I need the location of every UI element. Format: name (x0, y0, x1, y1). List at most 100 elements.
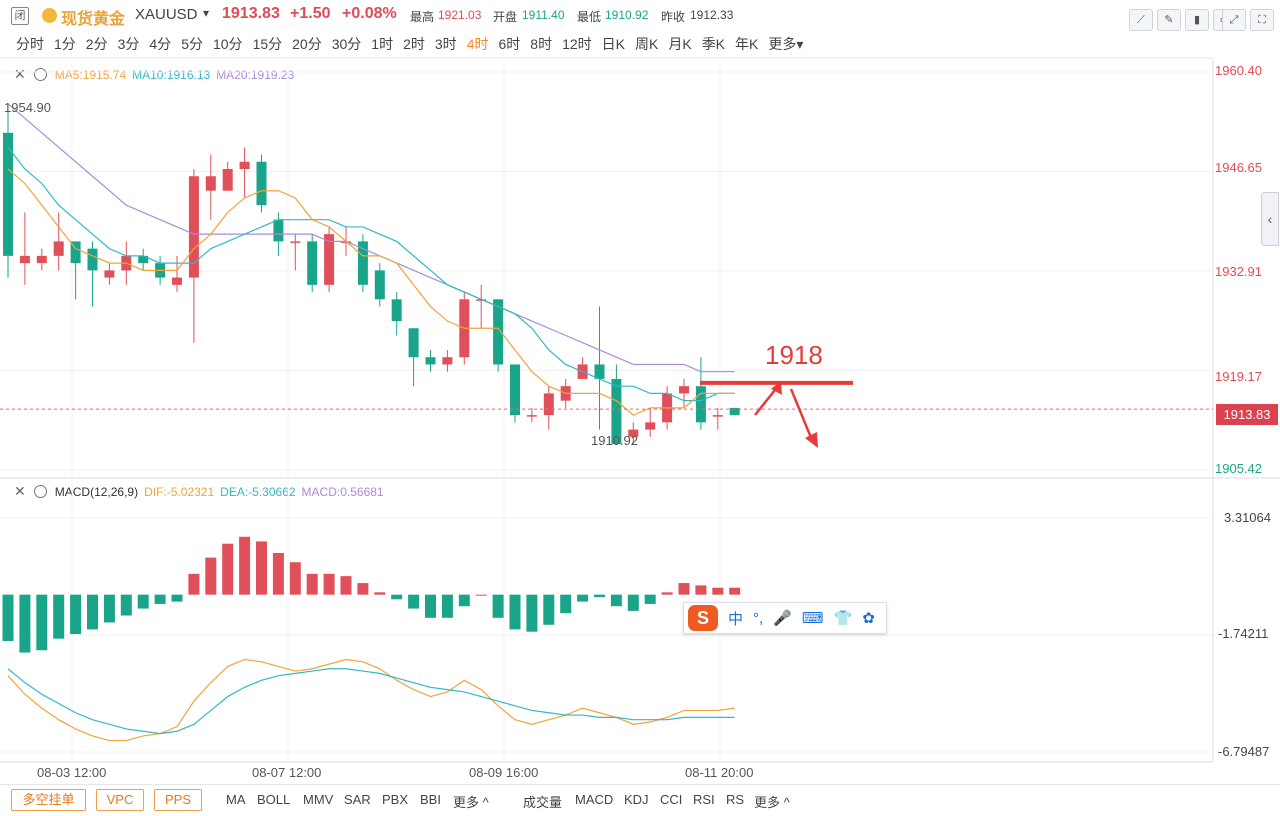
candle-body (510, 364, 520, 416)
microphone-icon[interactable]: 🎤 (773, 610, 792, 627)
period-tab[interactable]: 4分 (149, 36, 172, 52)
macd-bar (610, 594, 622, 607)
period-tab[interactable]: 2分 (85, 36, 108, 52)
x-tick: 08-11 20:00 (685, 765, 754, 780)
period-tab[interactable]: 1时 (371, 36, 394, 52)
macd-bar (53, 594, 65, 639)
indicator-rsi[interactable]: RSI (693, 792, 715, 807)
open-label: 开盘 (493, 10, 518, 24)
price-change: +1.50 (290, 5, 331, 22)
period-tab[interactable]: 日K (601, 36, 625, 52)
candle-body (307, 241, 318, 285)
ime-chinese-mode[interactable]: 中 (728, 610, 744, 628)
ime-punct-icon[interactable]: °, (753, 609, 764, 627)
candle-body (357, 241, 368, 285)
symbol-dropdown-icon[interactable]: ▾ (203, 6, 210, 20)
indicator-bbi[interactable]: BBI (420, 792, 441, 807)
candle-body (3, 132, 13, 256)
macd-bar (661, 592, 673, 595)
period-tab[interactable]: 8时 (530, 36, 553, 52)
period-tab[interactable]: 年K (735, 36, 759, 52)
period-tab[interactable]: 6时 (498, 36, 521, 52)
indicator-boll[interactable]: BOLL (257, 792, 291, 807)
indicator-pbx[interactable]: PBX (382, 792, 409, 807)
line-tool-icon[interactable]: ⟋ (1129, 9, 1153, 31)
macd-bar (729, 587, 741, 595)
indicator-cci[interactable]: CCI (660, 792, 683, 807)
ime-toolbar[interactable]: S 中 °, 🎤 ⌨ 👕 ✿ (683, 602, 887, 634)
period-tab[interactable]: 分时 (16, 36, 44, 52)
candle-body (290, 241, 301, 243)
close-ma-icon[interactable]: ✕ (14, 66, 26, 82)
period-tab[interactable]: 2时 (403, 36, 425, 52)
macd-settings-icon[interactable] (33, 485, 47, 498)
candle-icon[interactable]: ▮ (1185, 9, 1209, 31)
more-sub-indicators[interactable]: 更多 ^ (754, 795, 790, 810)
candle-body (273, 219, 284, 242)
candle-body (36, 255, 47, 264)
indicator-ma[interactable]: MA (226, 792, 246, 807)
period-tab[interactable]: 10分 (212, 36, 243, 52)
indicator-kdj[interactable]: KDJ (624, 792, 649, 807)
indicator-volume[interactable]: 成交量 (523, 795, 563, 810)
period-tab[interactable]: 更多▾ (768, 36, 804, 52)
candle-body (543, 393, 554, 416)
period-tab[interactable]: 季K (701, 36, 726, 52)
indicator-sar[interactable]: SAR (344, 792, 371, 807)
toolbox-icon[interactable]: ✿ (862, 610, 875, 627)
long-short-orders-button[interactable]: 多空挂单 (11, 789, 86, 811)
close-macd-icon[interactable]: ✕ (14, 483, 26, 499)
market-status-badge: 闭 (11, 7, 29, 25)
period-tab[interactable]: 4时 (466, 36, 489, 52)
period-tab[interactable]: 1分 (54, 36, 76, 52)
candle-body (493, 299, 504, 365)
macd-bar (695, 585, 707, 595)
period-tab[interactable]: 12时 (562, 36, 592, 52)
sogou-logo-icon[interactable]: S (688, 605, 718, 631)
pps-button[interactable]: PPS (154, 789, 202, 811)
macd-bar (678, 583, 690, 595)
more-main-indicators[interactable]: 更多 ^ (453, 795, 489, 810)
period-tab[interactable]: 周K (635, 36, 659, 52)
annotation-1918: 1918 (765, 340, 823, 370)
macd-bar (222, 543, 234, 595)
macd-bar (543, 594, 555, 625)
candle-body (324, 234, 335, 285)
quote-header: 闭 现货黄金 XAUUSD ▾ 1913.83 +1.50 +0.08% 最高 … (0, 0, 1280, 31)
macd-bar (492, 594, 504, 618)
skin-icon[interactable]: 👕 (833, 610, 853, 627)
vpc-button[interactable]: VPC (96, 789, 144, 811)
period-tab[interactable]: 15分 (252, 36, 283, 52)
collapse-panel-icon[interactable]: ‹ (1261, 192, 1279, 246)
macd-bar (577, 594, 589, 602)
symbol-name[interactable]: 现货黄金 (61, 11, 126, 28)
candle-body (138, 255, 149, 264)
price-tick: 1960.40 (1215, 63, 1262, 78)
indicator-mmv[interactable]: MMV (303, 792, 334, 807)
indicator-macd[interactable]: MACD (575, 792, 614, 807)
period-tab[interactable]: 3分 (117, 36, 140, 52)
dea-value: DEA:-5.30662 (220, 484, 296, 499)
period-tab[interactable]: 30分 (331, 36, 362, 52)
keyboard-icon[interactable]: ⌨ (801, 610, 824, 627)
candle-body (53, 241, 64, 256)
prev-close-label: 昨收 (661, 10, 686, 24)
expand-icon[interactable]: ⤢ (1222, 9, 1246, 31)
symbol-code[interactable]: XAUUSD (135, 6, 198, 23)
ma-settings-icon[interactable] (33, 68, 47, 81)
period-tab[interactable]: 月K (668, 36, 692, 52)
macd-bar (391, 594, 403, 600)
candle-body (628, 429, 639, 437)
down-arrow-line (789, 388, 814, 441)
fullscreen-icon[interactable]: ⛶ (1250, 9, 1274, 31)
period-tab[interactable]: 3时 (434, 36, 457, 52)
candle-body (87, 248, 98, 271)
indicator-rs[interactable]: RS (726, 792, 745, 807)
pen-tool-icon[interactable]: ✎ (1157, 9, 1181, 31)
period-tab[interactable]: 20分 (292, 36, 322, 52)
dif-line (7, 658, 735, 742)
candle-body (645, 422, 656, 430)
macd-bar (120, 594, 132, 616)
period-tab[interactable]: 5分 (181, 36, 203, 52)
